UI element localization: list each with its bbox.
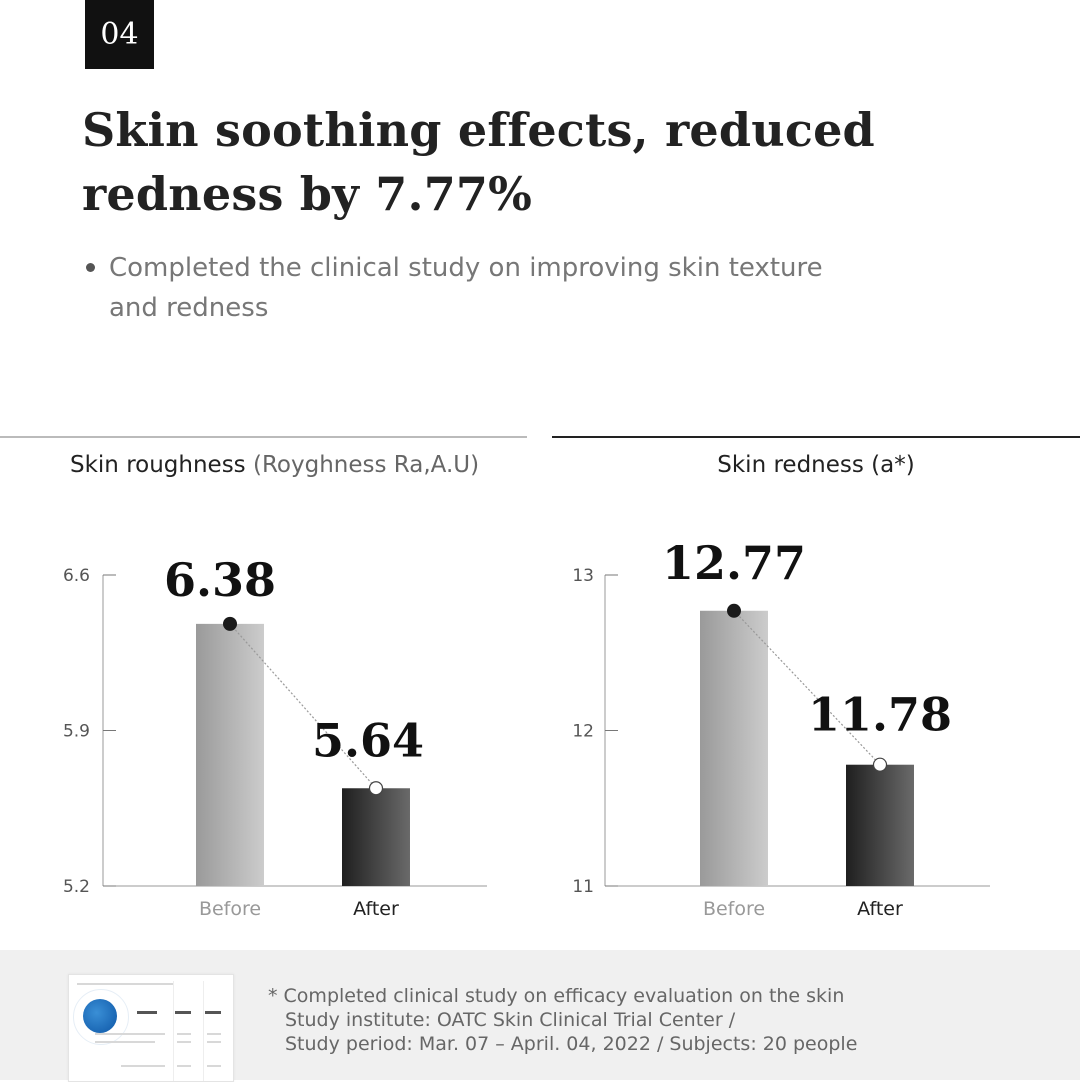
- thumb-line: [207, 1041, 221, 1043]
- after-bar: [846, 764, 914, 886]
- bullet-text: Completed the clinical study on improvin…: [109, 253, 823, 323]
- chart-title: Skin roughness (Royghness Ra,A.U): [70, 452, 597, 478]
- y-tick-label: 5.2: [63, 877, 90, 897]
- value-label: 12.77: [662, 536, 806, 590]
- x-category-label: Before: [199, 898, 261, 920]
- study-footer: * Completed clinical study on efficacy e…: [0, 950, 1080, 1082]
- connector-line: [229, 623, 377, 789]
- value-label: 6.38: [164, 553, 276, 607]
- footnote-line: * Completed clinical study on efficacy e…: [268, 985, 845, 1007]
- footnote-line: Study institute: OATC Skin Clinical Tria…: [285, 1009, 736, 1031]
- chart-title-text: Skin redness (a*): [717, 452, 915, 478]
- thumb-line: [177, 1041, 191, 1043]
- study-report-thumbnail: [68, 974, 234, 1082]
- roughness-chart: Skin roughness (Royghness Ra,A.U) 6.6 5.9…: [0, 436, 527, 936]
- before-marker: [223, 616, 237, 631]
- y-tick-label: 11: [572, 877, 594, 897]
- chart-divider-rule: [0, 436, 527, 438]
- thumb-line: [95, 1033, 165, 1035]
- before-bar: [700, 610, 768, 886]
- thumb-line: [177, 1065, 191, 1067]
- y-tick-label: 6.6: [63, 566, 90, 586]
- roughness-chart-svg: 6.6 5.9 5.2 Before After 6.38 5.64: [63, 553, 487, 920]
- value-label: 11.78: [808, 688, 952, 742]
- thumb-column: [203, 981, 204, 1081]
- thumb-line: [207, 1065, 221, 1067]
- value-label: 5.64: [312, 713, 424, 767]
- page-title-line-2: redness by 7.77%: [82, 167, 533, 221]
- after-bar: [342, 788, 410, 886]
- chart-title: Skin redness (a*): [552, 452, 1080, 478]
- y-tick-label: 12: [572, 722, 594, 742]
- thumb-heading: [137, 1011, 157, 1014]
- before-bar: [196, 623, 264, 886]
- thumb-halo: [73, 989, 129, 1045]
- chart-title-text: Skin roughness: [70, 452, 253, 478]
- redness-chart-svg: 13 12 11 Before After 12.77 11.78: [572, 536, 990, 920]
- thumb-line: [95, 1041, 155, 1043]
- section-number-badge: 04: [85, 0, 154, 69]
- after-marker: [368, 781, 384, 796]
- connector-line: [733, 610, 881, 766]
- study-footnote: * Completed clinical study on efficacy e…: [268, 984, 857, 1056]
- redness-chart: Skin redness (a*) 13 12 11 Before After 12.77…: [552, 436, 1080, 936]
- x-category-label: After: [857, 898, 903, 920]
- thumb-line: [77, 983, 173, 985]
- footnote-line: Study period: Mar. 07 – April. 04, 2022 …: [285, 1033, 858, 1055]
- after-marker: [872, 757, 888, 772]
- thumb-line: [207, 1033, 221, 1035]
- y-tick-label: 13: [572, 566, 594, 586]
- x-category-label: Before: [703, 898, 765, 920]
- chart-divider-rule: [552, 436, 1080, 438]
- thumb-column: [173, 981, 174, 1081]
- thumb-heading: [205, 1011, 221, 1014]
- page-title-line-1: Skin soothing effects, reduced: [82, 103, 875, 157]
- globe-icon: [83, 999, 117, 1033]
- thumb-line: [177, 1033, 191, 1035]
- chart-title-unit: (Royghness Ra,A.U): [252, 452, 480, 478]
- y-tick-label: 5.9: [63, 722, 90, 742]
- x-category-label: After: [353, 898, 399, 920]
- bullet-dot-icon: [86, 263, 95, 272]
- thumb-heading: [175, 1011, 191, 1014]
- thumb-line: [121, 1065, 165, 1067]
- before-marker: [727, 603, 741, 618]
- page-title: Skin soothing effects, reduced redness b…: [82, 98, 875, 226]
